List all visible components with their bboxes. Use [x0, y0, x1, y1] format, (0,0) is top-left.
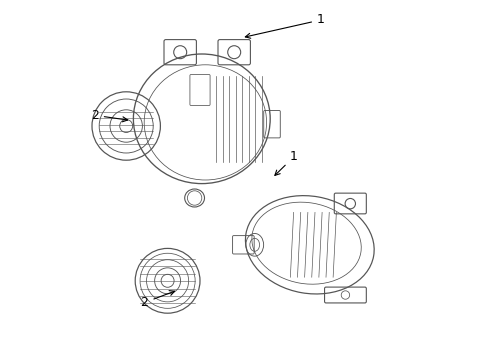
Text: 1: 1 [275, 150, 298, 175]
Text: 1: 1 [245, 13, 325, 38]
Text: 2: 2 [141, 291, 174, 309]
Text: 2: 2 [91, 109, 127, 122]
